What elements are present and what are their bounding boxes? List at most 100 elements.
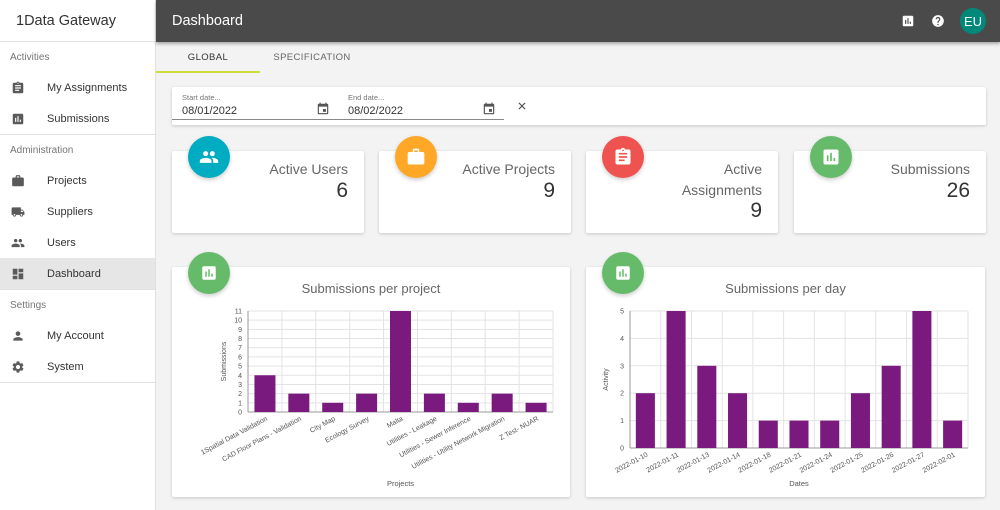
chart-badge [188, 252, 230, 294]
clipboard-icon [615, 147, 631, 165]
bar [697, 365, 717, 448]
y-tick-label: 10 [234, 318, 242, 325]
y-axis-label: Submissions [221, 341, 228, 381]
x-tick-label: 2022-01-18 [737, 452, 772, 475]
end-date-picker-button[interactable] [482, 102, 496, 116]
sidebar-item-suppliers[interactable]: Suppliers [0, 196, 155, 227]
x-axis-label: Dates [789, 479, 809, 488]
bar-chart-icon [902, 15, 914, 27]
x-tick-label: City Map [309, 416, 337, 435]
help-button[interactable] [930, 13, 946, 29]
stat-badge [188, 136, 230, 178]
sidebar-item-my-assignments[interactable]: My Assignments [0, 72, 155, 103]
sidebar-item-label: Projects [47, 174, 87, 187]
y-tick-label: 0 [620, 446, 624, 453]
stat-value: 9 [543, 179, 555, 202]
sidebar-item-label: Users [47, 236, 76, 249]
bar [850, 393, 870, 448]
calendar-icon [317, 102, 329, 115]
y-tick-label: 4 [620, 336, 624, 343]
y-tick-label: 7 [238, 345, 242, 352]
y-tick-label: 0 [238, 410, 242, 417]
bar-chart-icon [10, 111, 26, 127]
dashboard-icon [10, 266, 26, 282]
bar [389, 311, 412, 412]
person-icon [10, 328, 26, 344]
start-date-input[interactable]: 08/01/2022 [182, 105, 238, 117]
bar [491, 393, 513, 412]
bar-chart-icon [823, 149, 839, 165]
end-date-label: End date... [348, 93, 385, 102]
y-tick-label: 3 [238, 382, 242, 389]
x-tick-label: Malta [386, 416, 404, 430]
stat-label: Active Projects [462, 161, 555, 177]
stat-card-active-users: Active Users 6 [172, 136, 364, 233]
stat-value: 26 [946, 179, 970, 202]
y-tick-label: 1 [620, 418, 624, 425]
end-date-input[interactable]: 08/02/2022 [348, 105, 404, 117]
bar [356, 393, 378, 412]
x-tick-label: 2022-01-10 [614, 452, 649, 475]
sidebar-item-label: Dashboard [47, 267, 101, 280]
stat-badge [602, 136, 644, 178]
y-tick-label: 6 [238, 354, 242, 361]
start-date-picker-button[interactable] [316, 102, 330, 116]
user-avatar[interactable]: EU [960, 8, 986, 34]
clear-dates-button[interactable] [516, 99, 528, 111]
divider [0, 382, 155, 383]
bar [943, 420, 963, 448]
stat-badge [395, 136, 437, 178]
bar [423, 393, 445, 412]
tab-global[interactable]: GLOBAL [156, 42, 260, 73]
close-icon [518, 102, 526, 110]
sidebar-item-label: My Account [47, 329, 104, 342]
sidebar-item-my-account[interactable]: My Account [0, 320, 155, 351]
sidebar-item-system[interactable]: System [0, 351, 155, 382]
stat-card-submissions: Submissions 26 [794, 136, 986, 233]
y-tick-label: 1 [238, 400, 242, 407]
clipboard-icon [10, 80, 26, 96]
reports-button[interactable] [900, 13, 916, 29]
sidebar-item-label: Suppliers [47, 205, 93, 218]
bar [881, 365, 901, 448]
end-date-field[interactable]: End date... 08/02/2022 [338, 90, 504, 120]
start-date-field[interactable]: Start date... 08/01/2022 [172, 90, 338, 120]
bar [525, 402, 547, 412]
app-brand: 1Data Gateway [0, 0, 155, 42]
sidebar-item-users[interactable]: Users [0, 227, 155, 258]
x-tick-label: 2022-01-24 [799, 452, 834, 475]
truck-icon [10, 204, 26, 220]
stat-label: Active Users [269, 161, 348, 177]
stat-label: Active Assignments [681, 161, 762, 198]
y-tick-label: 4 [238, 373, 242, 380]
sidebar-item-submissions[interactable]: Submissions [0, 103, 155, 134]
tab-specification[interactable]: SPECIFICATION [273, 52, 351, 63]
y-tick-label: 9 [238, 327, 242, 334]
gear-icon [10, 359, 26, 375]
sidebar: 1Data Gateway Activities My Assignments … [0, 0, 156, 510]
x-tick-label: 2022-01-21 [768, 452, 803, 475]
y-tick-label: 5 [238, 364, 242, 371]
date-filter-panel: Start date... 08/01/2022 End date... 08/… [172, 87, 986, 125]
x-tick-label: 2022-02-01 [922, 452, 957, 475]
sidebar-item-label: System [47, 360, 84, 373]
stat-value: 9 [750, 199, 762, 222]
x-tick-label: 2022-01-13 [676, 452, 711, 475]
sidebar-item-label: Submissions [47, 112, 110, 125]
bar-chart-icon [202, 266, 216, 280]
sidebar-item-projects[interactable]: Projects [0, 165, 155, 196]
x-tick-label: 2022-01-26 [860, 452, 895, 475]
submissions-per-day-chart: 0123452022-01-102022-01-112022-01-132022… [603, 309, 969, 488]
bar [820, 420, 840, 448]
page-title: Dashboard [172, 13, 243, 29]
calendar-icon [483, 102, 495, 115]
bar [758, 420, 778, 448]
x-tick-label: 2022-01-25 [829, 452, 864, 475]
bar [457, 402, 479, 412]
y-tick-label: 2 [620, 391, 624, 398]
sidebar-item-dashboard[interactable]: Dashboard [0, 258, 155, 289]
bar [288, 393, 310, 412]
x-tick-label: 2022-01-14 [707, 452, 742, 475]
x-tick-label: 2022-01-27 [891, 452, 926, 475]
help-icon [932, 15, 944, 27]
